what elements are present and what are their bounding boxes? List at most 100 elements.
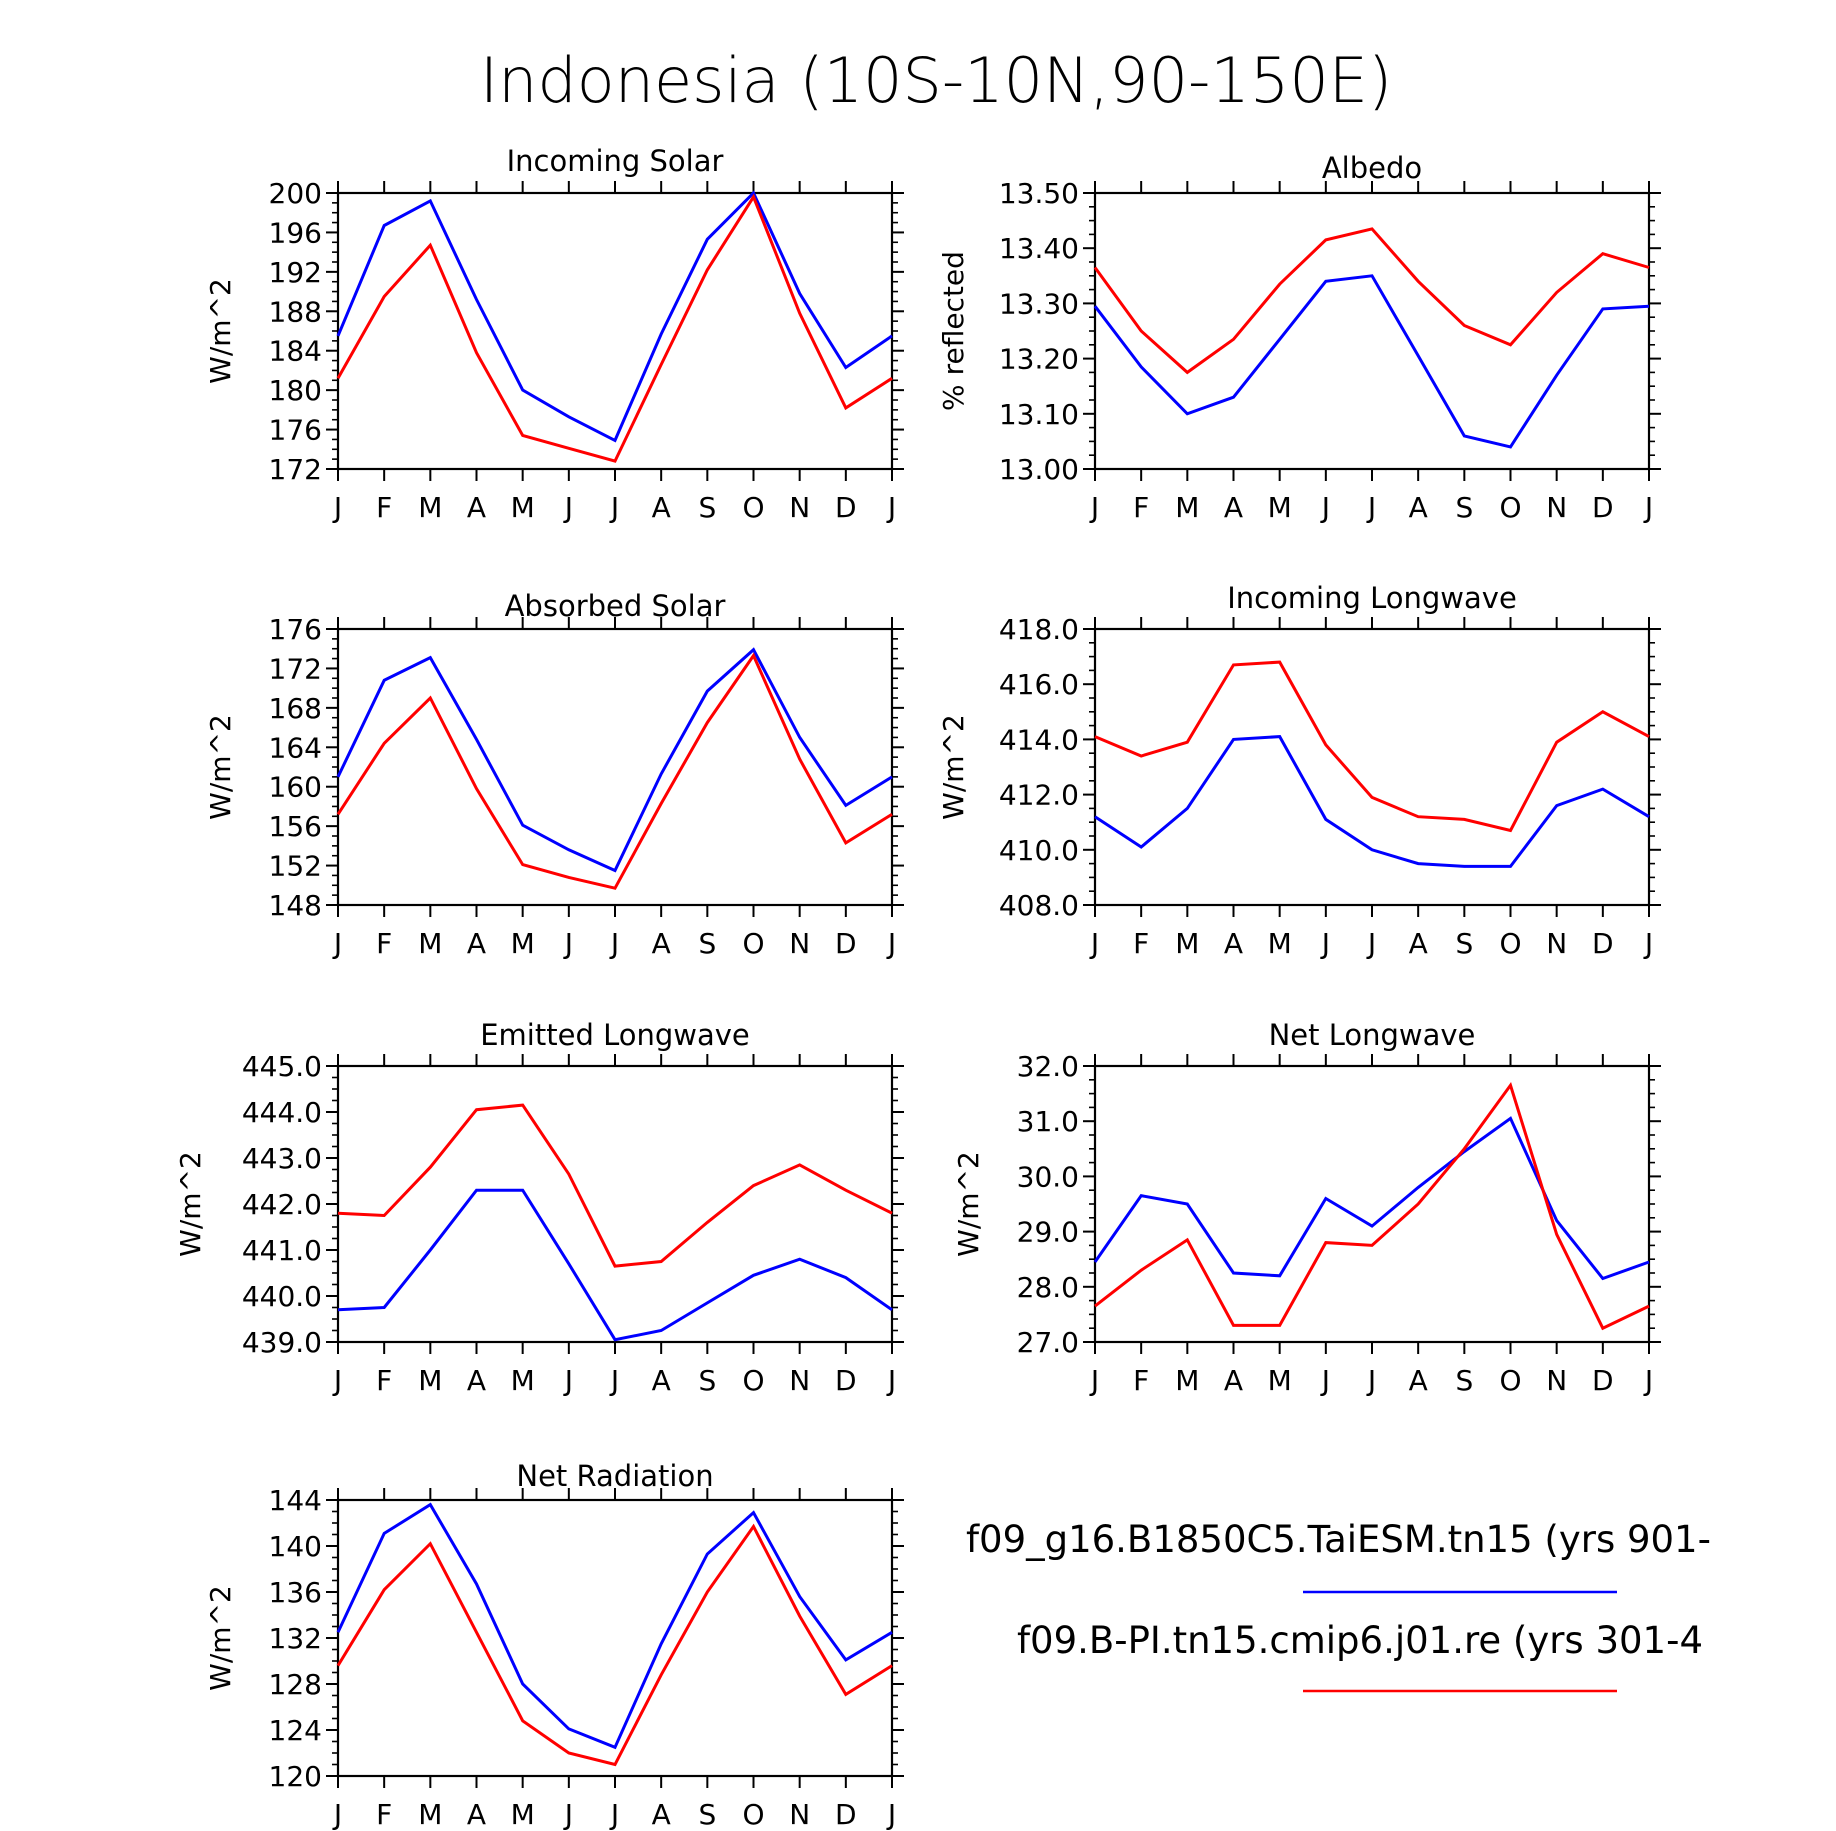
y-tick-label: 443.0 (242, 1142, 322, 1175)
x-tick-label: A (652, 1364, 671, 1397)
y-tick-label: 200 (269, 177, 322, 210)
x-tick-label: J (886, 1364, 896, 1397)
y-tick-label: 176 (269, 414, 322, 447)
x-tick-label: J (332, 491, 342, 524)
x-tick-label: A (1224, 1364, 1243, 1397)
x-tick-label: S (1455, 491, 1473, 524)
x-tick-label: N (1546, 927, 1567, 960)
x-tick-label: A (1224, 927, 1243, 960)
x-tick-label: M (1175, 491, 1199, 524)
y-tick-label: 196 (269, 216, 322, 249)
y-tick-label: 444.0 (242, 1096, 322, 1129)
x-tick-label: F (376, 491, 392, 524)
series-line-red (337, 1103, 893, 1268)
y-tick-label: 180 (269, 374, 322, 407)
series-line-blue (1094, 735, 1650, 868)
y-tick-label: 31.0 (1017, 1105, 1079, 1138)
y-axis-label: W/m^2 (204, 714, 237, 820)
x-tick-label: J (332, 1798, 342, 1831)
y-tick-label: 13.50 (999, 177, 1079, 210)
y-tick-label: 439.0 (242, 1326, 322, 1359)
y-tick-label: 412.0 (999, 779, 1079, 812)
y-tick-label: 136 (269, 1576, 322, 1609)
y-tick-label: 128 (269, 1668, 322, 1701)
x-tick-label: J (1320, 1364, 1330, 1397)
plot-frame (336, 1498, 894, 1778)
x-tick-label: J (1366, 491, 1376, 524)
y-tick-label: 445.0 (242, 1050, 322, 1083)
x-tick-label: J (886, 927, 896, 960)
y-tick-label: 32.0 (1017, 1050, 1079, 1083)
x-tick-label: J (609, 491, 619, 524)
y-axis-label: % reflected (937, 251, 970, 411)
x-tick-label: A (652, 1798, 671, 1831)
y-tick-label: 414.0 (999, 723, 1079, 756)
x-tick-label: J (1089, 1364, 1099, 1397)
panel-title: Emitted Longwave (480, 1018, 750, 1052)
x-tick-label: M (1268, 491, 1292, 524)
series-line-blue (1093, 274, 1650, 449)
x-tick-label: M (418, 491, 442, 524)
x-tick-label: M (1268, 927, 1292, 960)
x-tick-label: A (1409, 1364, 1428, 1397)
y-tick-label: 13.30 (999, 287, 1079, 320)
series-line-red (336, 1523, 893, 1767)
y-tick-label: 410.0 (999, 834, 1079, 867)
x-tick-label: M (511, 1364, 535, 1397)
y-tick-label: 13.20 (999, 343, 1079, 376)
y-tick-label: 148 (269, 889, 322, 922)
y-axis-label: W/m^2 (937, 714, 970, 820)
x-tick-label: D (835, 1364, 857, 1397)
x-tick-label: D (835, 491, 857, 524)
x-tick-label: S (698, 927, 716, 960)
y-tick-label: 156 (269, 810, 322, 843)
x-tick-label: J (1643, 927, 1653, 960)
panel-title: Albedo (1322, 151, 1422, 185)
y-tick-label: 28.0 (1017, 1271, 1079, 1304)
y-axis-label: W/m^2 (204, 278, 237, 384)
x-tick-label: M (511, 491, 535, 524)
x-tick-label: J (1643, 491, 1653, 524)
x-tick-label: J (609, 1798, 619, 1831)
x-tick-label: S (698, 1364, 716, 1397)
x-tick-label: J (886, 1798, 896, 1831)
y-tick-label: 188 (269, 295, 322, 328)
x-tick-label: S (1455, 1364, 1473, 1397)
y-tick-label: 442.0 (242, 1188, 322, 1221)
x-tick-label: M (1268, 1364, 1292, 1397)
x-tick-label: J (609, 1364, 619, 1397)
x-tick-label: F (1133, 927, 1149, 960)
x-tick-label: N (789, 1798, 810, 1831)
x-tick-label: J (332, 1364, 342, 1397)
x-tick-label: J (886, 491, 896, 524)
series-line-blue (336, 1502, 893, 1750)
y-axis-label: W/m^2 (952, 1151, 985, 1257)
x-tick-label: M (418, 1364, 442, 1397)
x-tick-label: N (789, 491, 810, 524)
plot-frame (1093, 191, 1651, 471)
x-tick-label: F (376, 1364, 392, 1397)
x-tick-label: J (1089, 491, 1099, 524)
series-line-red (336, 193, 893, 463)
x-tick-label: D (1592, 491, 1614, 524)
x-tick-label: J (1643, 1364, 1653, 1397)
series-line-blue (1093, 1116, 1650, 1281)
series-line-blue (337, 1188, 893, 1342)
x-tick-label: A (1409, 927, 1428, 960)
x-tick-label: A (1409, 491, 1428, 524)
y-tick-label: 416.0 (999, 668, 1079, 701)
x-tick-label: O (1499, 927, 1521, 960)
y-tick-label: 440.0 (242, 1280, 322, 1313)
y-tick-label: 172 (269, 453, 322, 486)
x-tick-label: O (1499, 1364, 1521, 1397)
x-tick-label: S (698, 1798, 716, 1831)
y-tick-label: 29.0 (1017, 1216, 1079, 1249)
x-tick-label: M (511, 1798, 535, 1831)
series-line-blue (336, 647, 893, 873)
x-tick-label: S (698, 491, 716, 524)
x-tick-label: J (609, 927, 619, 960)
